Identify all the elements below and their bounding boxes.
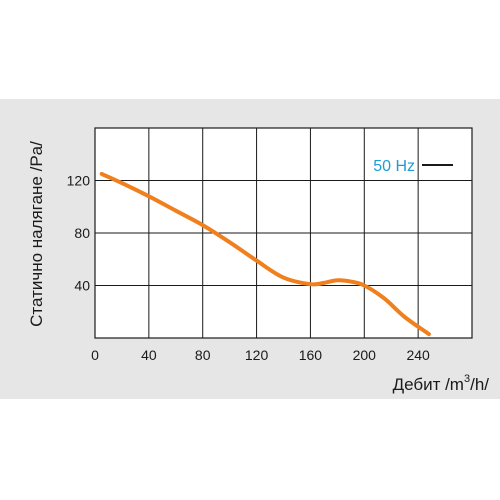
grid [95, 128, 472, 338]
x-tick-label: 200 [353, 347, 377, 363]
y-tick-labels: 40 80 120 [67, 173, 91, 294]
series-lines [99, 171, 431, 337]
x-axis-title: Дебит /m3/h/ [393, 373, 490, 394]
x-tick-label: 80 [195, 347, 211, 363]
x-tick-label: 120 [245, 347, 269, 363]
y-tick-label: 80 [74, 225, 90, 241]
x-tick-label: 160 [299, 347, 323, 363]
x-tick-label: 240 [406, 347, 430, 363]
x-tick-label: 40 [141, 347, 157, 363]
plot-frame [94, 127, 473, 339]
series-line-50hz [99, 171, 431, 337]
plot-border [94, 127, 473, 339]
x-axis-title-main: Дебит /m [393, 375, 464, 394]
legend: 50 Hz [373, 158, 453, 175]
x-axis-title-tail: /h/ [470, 375, 489, 394]
legend-label: 50 Hz [373, 158, 415, 175]
x-tick-label: 0 [91, 347, 99, 363]
y-tick-label: 120 [67, 173, 91, 189]
x-axis-title-sup: 3 [464, 373, 470, 385]
x-tick-labels: 0 40 80 120 160 200 240 [91, 347, 430, 363]
y-axis-title: Статично налягане /Pa/ [27, 141, 46, 327]
y-tick-label: 40 [74, 278, 90, 294]
